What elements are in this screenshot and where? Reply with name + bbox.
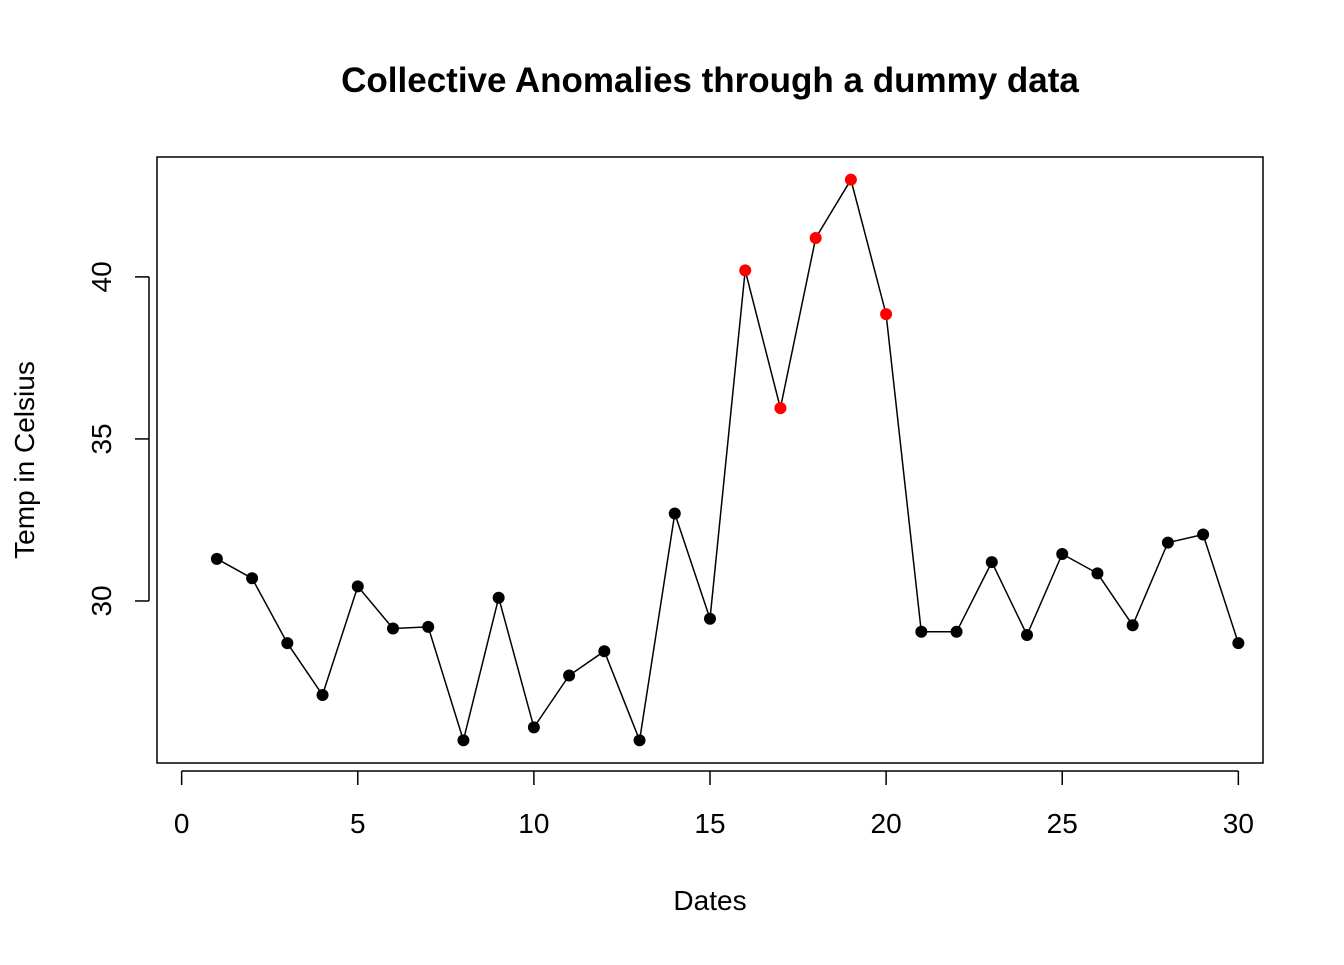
- y-tick-label: 30: [86, 585, 117, 616]
- x-axis-label: Dates: [673, 885, 746, 916]
- x-tick-label: 0: [174, 808, 190, 839]
- x-tick-label: 10: [518, 808, 549, 839]
- anomaly-point: [774, 402, 787, 415]
- x-tick-label: 5: [350, 808, 366, 839]
- x-tick-label: 15: [694, 808, 725, 839]
- x-tick-label: 25: [1047, 808, 1078, 839]
- points-layer: [210, 173, 1245, 747]
- y-axis: 30 35 40: [86, 261, 150, 617]
- data-point: [915, 625, 928, 638]
- data-point: [668, 507, 681, 520]
- anomaly-point: [739, 264, 752, 277]
- series-layer: [216, 177, 1240, 744]
- data-point: [1056, 547, 1069, 560]
- anomaly-point: [844, 173, 857, 186]
- data-point: [246, 572, 259, 585]
- data-point: [1232, 637, 1245, 650]
- series-line: [216, 177, 1240, 744]
- anomaly-point: [809, 232, 822, 245]
- data-point: [598, 645, 611, 658]
- data-point: [351, 580, 364, 593]
- data-point: [457, 734, 470, 747]
- chart-title: Collective Anomalies through a dummy dat…: [341, 61, 1079, 100]
- data-point: [633, 734, 646, 747]
- data-point: [527, 721, 540, 734]
- data-point: [1091, 567, 1104, 580]
- data-point: [1161, 536, 1174, 549]
- data-point: [704, 612, 716, 625]
- plot-area-frame: [156, 156, 1264, 764]
- x-axis: 0 5 10 15 20 25 30: [174, 770, 1254, 839]
- y-tick-label: 40: [86, 261, 117, 292]
- data-point: [950, 625, 963, 638]
- data-point: [1021, 628, 1034, 641]
- x-tick-label: 20: [871, 808, 902, 839]
- data-point: [281, 637, 294, 650]
- data-point: [563, 669, 576, 682]
- data-point: [210, 552, 223, 565]
- data-point: [316, 688, 329, 701]
- y-tick-label: 35: [86, 423, 117, 454]
- anomaly-point: [880, 308, 893, 321]
- data-point: [492, 591, 505, 604]
- data-point: [386, 622, 399, 635]
- data-point: [1126, 619, 1139, 632]
- data-point: [422, 620, 435, 633]
- data-point: [1197, 528, 1210, 541]
- x-tick-label: 30: [1223, 808, 1254, 839]
- y-axis-label: Temp in Celsius: [9, 361, 40, 559]
- data-point: [985, 556, 998, 569]
